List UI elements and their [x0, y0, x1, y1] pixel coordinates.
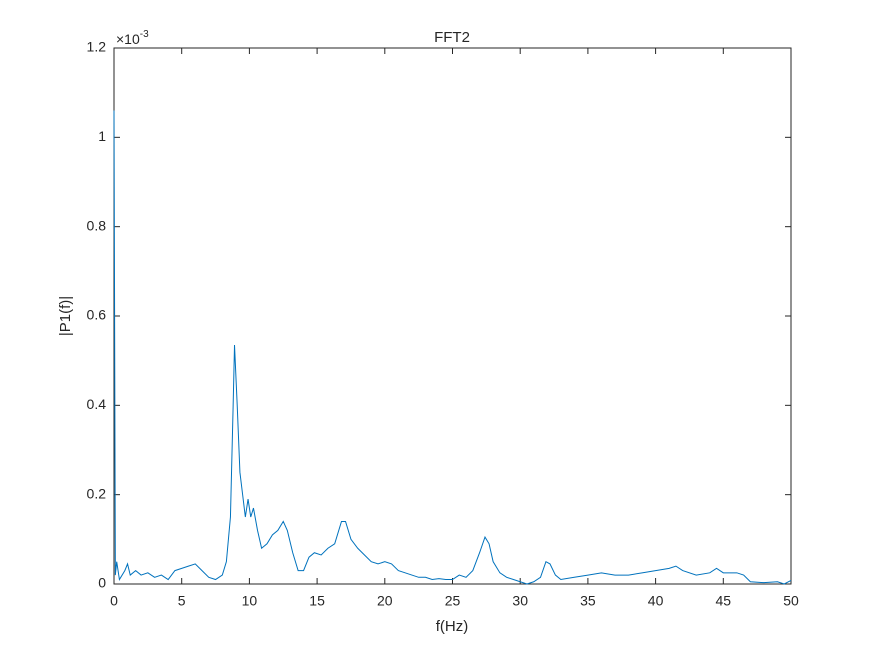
y-exponent: ×10-3: [116, 29, 149, 47]
x-tick-label: 25: [445, 593, 461, 609]
x-tick-label: 0: [110, 593, 118, 609]
x-tick-label: 40: [648, 593, 664, 609]
y-tick-label: 1: [98, 128, 106, 144]
x-tick-label: 15: [309, 593, 325, 609]
y-tick-label: 0.8: [87, 217, 107, 233]
x-axis-label: f(Hz): [436, 618, 469, 635]
y-tick-label: 1.2: [87, 39, 107, 55]
y-axis-label: |P1(f)|: [57, 296, 74, 336]
y-tick-label: 0.2: [87, 485, 107, 501]
chart-title: FFT2: [434, 29, 470, 46]
x-tick-label: 30: [512, 593, 528, 609]
exponent-base: ×10: [116, 31, 140, 47]
data-line: [113, 110, 792, 585]
y-tick-label: 0.4: [87, 396, 107, 412]
y-tick-label: 0: [98, 575, 106, 591]
x-tick-label: 35: [580, 593, 596, 609]
x-tick-label: 20: [377, 593, 393, 609]
x-tick-label: 45: [716, 593, 732, 609]
exponent-power: -3: [140, 29, 149, 40]
x-tick-label: 10: [242, 593, 258, 609]
x-tick-label: 50: [783, 593, 799, 609]
plot-box: [113, 47, 792, 585]
y-tick-label: 0.6: [87, 307, 107, 323]
x-tick-label: 5: [178, 593, 186, 609]
